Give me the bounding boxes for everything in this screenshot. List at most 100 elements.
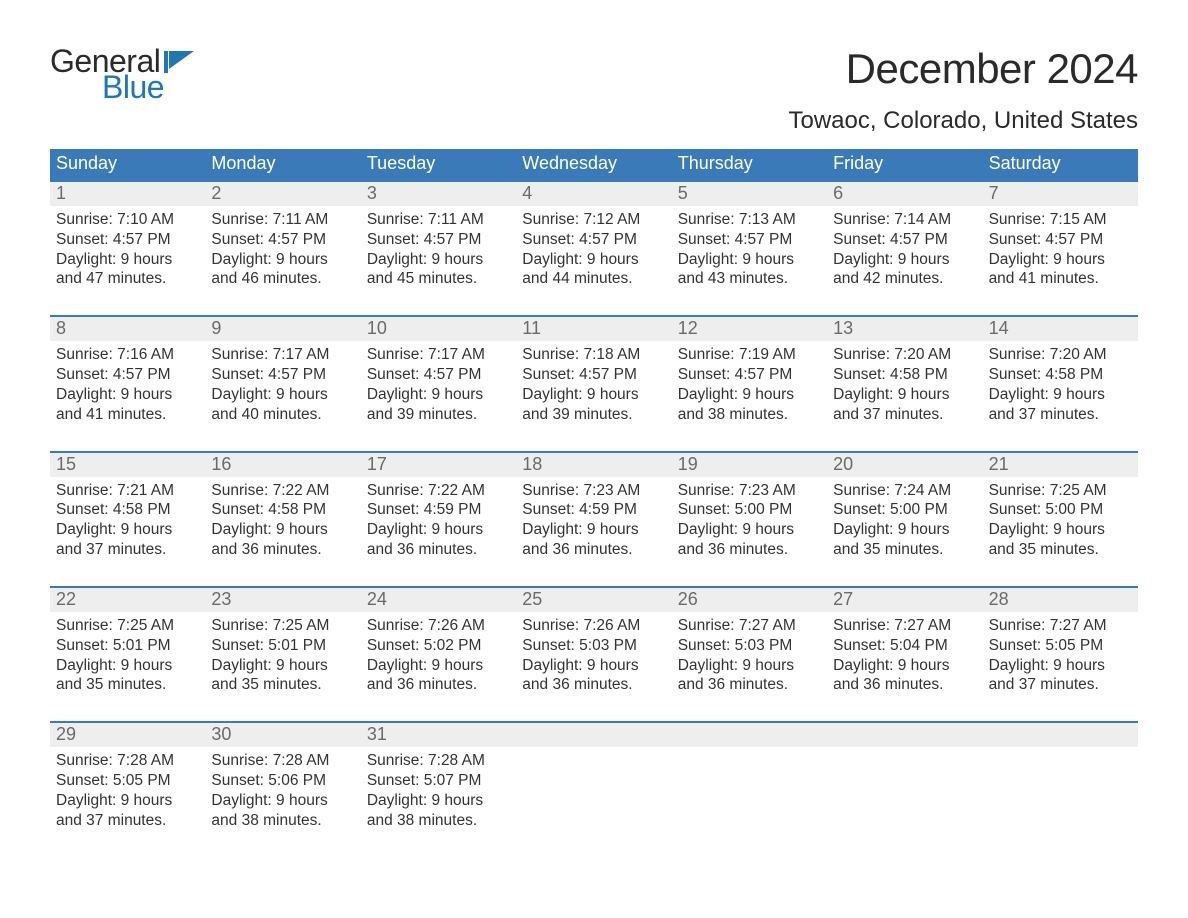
sunset-text: Sunset: 5:02 PM <box>367 636 510 656</box>
sunset-text: Sunset: 5:07 PM <box>367 771 510 791</box>
day-cell: Sunrise: 7:22 AMSunset: 4:59 PMDaylight:… <box>361 477 516 560</box>
day-cell <box>672 747 827 830</box>
sunset-text: Sunset: 5:00 PM <box>678 500 821 520</box>
dow-label: Thursday <box>672 149 827 180</box>
daynum-strip: 891011121314 <box>50 317 1138 341</box>
daylight-text: and 36 minutes. <box>678 675 821 695</box>
day-cell: Sunrise: 7:14 AMSunset: 4:57 PMDaylight:… <box>827 206 982 289</box>
sunrise-text: Sunrise: 7:28 AM <box>367 751 510 771</box>
daylight-text: and 41 minutes. <box>989 269 1132 289</box>
daylight-text: and 36 minutes. <box>522 675 665 695</box>
day-number: 7 <box>983 182 1138 206</box>
sunset-text: Sunset: 5:04 PM <box>833 636 976 656</box>
daylight-text: and 37 minutes. <box>833 405 976 425</box>
daylight-text: Daylight: 9 hours <box>989 385 1132 405</box>
logo-word-blue: Blue <box>50 71 198 103</box>
day-number: 1 <box>50 182 205 206</box>
daylight-text: and 39 minutes. <box>522 405 665 425</box>
sunrise-text: Sunrise: 7:13 AM <box>678 210 821 230</box>
dow-label: Tuesday <box>361 149 516 180</box>
day-number: 21 <box>983 453 1138 477</box>
daylight-text: and 36 minutes. <box>211 540 354 560</box>
sunset-text: Sunset: 4:57 PM <box>833 230 976 250</box>
day-cell: Sunrise: 7:13 AMSunset: 4:57 PMDaylight:… <box>672 206 827 289</box>
sunrise-text: Sunrise: 7:17 AM <box>211 345 354 365</box>
day-cell: Sunrise: 7:20 AMSunset: 4:58 PMDaylight:… <box>827 341 982 424</box>
sunset-text: Sunset: 4:59 PM <box>522 500 665 520</box>
day-cell: Sunrise: 7:23 AMSunset: 5:00 PMDaylight:… <box>672 477 827 560</box>
daylight-text: Daylight: 9 hours <box>367 250 510 270</box>
day-cell <box>827 747 982 830</box>
day-number: 3 <box>361 182 516 206</box>
day-cell: Sunrise: 7:15 AMSunset: 4:57 PMDaylight:… <box>983 206 1138 289</box>
sunrise-text: Sunrise: 7:22 AM <box>367 481 510 501</box>
week-row: 293031Sunrise: 7:28 AMSunset: 5:05 PMDay… <box>50 721 1138 830</box>
day-cell <box>516 747 671 830</box>
day-cell: Sunrise: 7:27 AMSunset: 5:04 PMDaylight:… <box>827 612 982 695</box>
sunset-text: Sunset: 4:57 PM <box>522 365 665 385</box>
day-number <box>983 723 1138 747</box>
day-number: 8 <box>50 317 205 341</box>
daylight-text: Daylight: 9 hours <box>211 385 354 405</box>
sunrise-text: Sunrise: 7:28 AM <box>211 751 354 771</box>
daylight-text: Daylight: 9 hours <box>833 250 976 270</box>
day-cell <box>983 747 1138 830</box>
dow-label: Friday <box>827 149 982 180</box>
sunset-text: Sunset: 5:01 PM <box>56 636 199 656</box>
daylight-text: and 41 minutes. <box>56 405 199 425</box>
day-cell: Sunrise: 7:27 AMSunset: 5:05 PMDaylight:… <box>983 612 1138 695</box>
sunrise-text: Sunrise: 7:20 AM <box>989 345 1132 365</box>
day-number: 27 <box>827 588 982 612</box>
daylight-text: Daylight: 9 hours <box>56 250 199 270</box>
day-number: 23 <box>205 588 360 612</box>
daylight-text: Daylight: 9 hours <box>678 250 821 270</box>
daylight-text: Daylight: 9 hours <box>522 385 665 405</box>
dow-label: Sunday <box>50 149 205 180</box>
daylight-text: and 40 minutes. <box>211 405 354 425</box>
daylight-text: and 39 minutes. <box>367 405 510 425</box>
daylight-text: Daylight: 9 hours <box>833 385 976 405</box>
sunrise-text: Sunrise: 7:24 AM <box>833 481 976 501</box>
day-number: 2 <box>205 182 360 206</box>
day-cell: Sunrise: 7:26 AMSunset: 5:02 PMDaylight:… <box>361 612 516 695</box>
day-number: 15 <box>50 453 205 477</box>
sunrise-text: Sunrise: 7:10 AM <box>56 210 199 230</box>
sunrise-text: Sunrise: 7:23 AM <box>522 481 665 501</box>
day-cell: Sunrise: 7:16 AMSunset: 4:57 PMDaylight:… <box>50 341 205 424</box>
day-number: 10 <box>361 317 516 341</box>
day-number: 17 <box>361 453 516 477</box>
day-number: 9 <box>205 317 360 341</box>
sunrise-text: Sunrise: 7:25 AM <box>211 616 354 636</box>
sunset-text: Sunset: 4:57 PM <box>211 365 354 385</box>
daylight-text: and 42 minutes. <box>833 269 976 289</box>
sunset-text: Sunset: 4:57 PM <box>56 365 199 385</box>
sunrise-text: Sunrise: 7:25 AM <box>56 616 199 636</box>
sunrise-text: Sunrise: 7:26 AM <box>367 616 510 636</box>
day-number: 26 <box>672 588 827 612</box>
day-number: 6 <box>827 182 982 206</box>
sunrise-text: Sunrise: 7:19 AM <box>678 345 821 365</box>
daylight-text: and 45 minutes. <box>367 269 510 289</box>
sunrise-text: Sunrise: 7:11 AM <box>367 210 510 230</box>
daylight-text: Daylight: 9 hours <box>833 656 976 676</box>
day-number: 22 <box>50 588 205 612</box>
day-number: 12 <box>672 317 827 341</box>
daylight-text: and 36 minutes. <box>678 540 821 560</box>
day-of-week-header: SundayMondayTuesdayWednesdayThursdayFrid… <box>50 149 1138 180</box>
day-cell: Sunrise: 7:25 AMSunset: 5:01 PMDaylight:… <box>205 612 360 695</box>
week-row: 22232425262728Sunrise: 7:25 AMSunset: 5:… <box>50 586 1138 695</box>
calendar: SundayMondayTuesdayWednesdayThursdayFrid… <box>50 149 1138 831</box>
sunset-text: Sunset: 4:57 PM <box>522 230 665 250</box>
daylight-text: and 37 minutes. <box>56 540 199 560</box>
sunset-text: Sunset: 5:06 PM <box>211 771 354 791</box>
daylight-text: Daylight: 9 hours <box>211 791 354 811</box>
sunset-text: Sunset: 5:01 PM <box>211 636 354 656</box>
sunset-text: Sunset: 5:05 PM <box>989 636 1132 656</box>
sunset-text: Sunset: 5:05 PM <box>56 771 199 791</box>
page-title: December 2024 <box>788 45 1138 93</box>
day-cell: Sunrise: 7:28 AMSunset: 5:05 PMDaylight:… <box>50 747 205 830</box>
sunset-text: Sunset: 4:57 PM <box>678 365 821 385</box>
day-number: 24 <box>361 588 516 612</box>
title-block: December 2024 Towaoc, Colorado, United S… <box>788 45 1138 135</box>
day-cell: Sunrise: 7:20 AMSunset: 4:58 PMDaylight:… <box>983 341 1138 424</box>
